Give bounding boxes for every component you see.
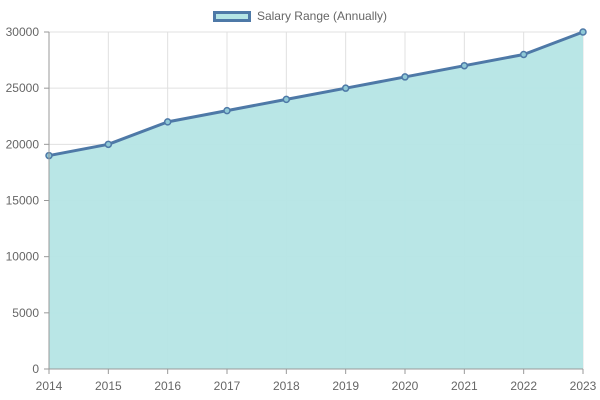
area-fill <box>49 32 583 369</box>
x-tick-label: 2022 <box>510 379 537 393</box>
data-point[interactable] <box>341 84 350 92</box>
data-point[interactable] <box>579 28 587 36</box>
data-points <box>45 28 587 160</box>
legend-swatch <box>212 10 251 22</box>
data-point[interactable] <box>282 95 291 104</box>
data-point[interactable] <box>519 50 528 59</box>
series-line <box>48 30 584 158</box>
y-tick-label: 0 <box>32 362 39 376</box>
x-tick-label: 2021 <box>451 379 478 393</box>
axes <box>44 31 584 374</box>
data-point[interactable] <box>163 118 172 126</box>
x-tick-label: 2016 <box>154 379 181 393</box>
x-tick-label: 2018 <box>273 379 300 393</box>
data-point[interactable] <box>401 73 409 81</box>
x-tick-label: 2014 <box>36 379 63 393</box>
legend-label: Salary Range (Annually) <box>256 9 388 23</box>
data-point[interactable] <box>223 106 231 115</box>
y-tick-label: 25000 <box>6 81 40 95</box>
data-point[interactable] <box>460 61 469 70</box>
data-point[interactable] <box>104 140 113 149</box>
x-axis-labels: 2014 2015 2016 2017 2018 2019 2020 2021 2022 2023 <box>36 379 597 393</box>
y-tick-label: 5000 <box>12 306 39 320</box>
y-tick-label: 20000 <box>6 137 40 151</box>
x-tick-label: 2015 <box>95 379 122 393</box>
x-tick-label: 2019 <box>332 379 359 393</box>
x-tick-label: 2017 <box>214 379 241 393</box>
x-tick-label: 2023 <box>570 379 597 393</box>
legend[interactable]: Salary Range (Annually) <box>0 7 600 25</box>
x-tick-label: 2020 <box>392 379 419 393</box>
y-tick-label: 10000 <box>6 250 40 264</box>
y-tick-label: 30000 <box>6 25 40 39</box>
y-axis-labels: 0 5000 10000 15000 20000 25000 30000 <box>6 25 40 376</box>
y-tick-label: 15000 <box>6 194 40 208</box>
